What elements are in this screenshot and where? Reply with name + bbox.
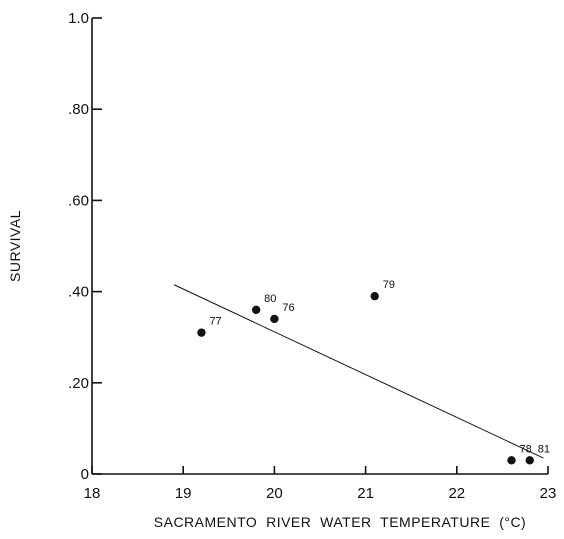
y-tick-label: .20 (68, 375, 89, 392)
x-tick-label: 19 (175, 485, 192, 502)
data-point (370, 291, 379, 301)
data-point (251, 305, 261, 315)
y-tick-label: .40 (68, 284, 89, 301)
x-tick-label: 18 (84, 485, 101, 502)
data-points: 77 80 76 79 78 81 (197, 279, 550, 465)
data-point-label: 81 (538, 443, 550, 455)
x-ticks: 18 19 20 21 22 23 (84, 466, 557, 502)
x-tick-label: 21 (357, 485, 374, 502)
data-point (197, 328, 206, 337)
axes (91, 18, 548, 475)
x-tick-label: 20 (266, 485, 283, 502)
y-axis-label: SURVIVAL (7, 210, 23, 282)
x-tick-label: 22 (448, 485, 465, 502)
y-tick-label: 1.0 (68, 10, 89, 27)
data-point-label: 77 (209, 316, 221, 328)
data-point (525, 456, 534, 465)
y-tick-label: 0 (81, 466, 89, 483)
data-point (507, 456, 516, 465)
data-point-label: 76 (282, 302, 294, 314)
data-point-label: 78 (520, 443, 532, 455)
data-point (270, 314, 279, 324)
x-axis-label: SACRAMENTO RIVER WATER TEMPERATURE (°C) (154, 514, 526, 530)
y-tick-label: .80 (68, 101, 89, 118)
data-point-label: 79 (383, 279, 395, 291)
data-point-label: 80 (264, 293, 276, 305)
x-tick-label: 23 (540, 485, 557, 502)
regression-line (173, 284, 544, 459)
y-ticks: 0 .20 .40 .60 .80 1.0 (68, 10, 102, 483)
y-tick-label: .60 (68, 192, 89, 209)
